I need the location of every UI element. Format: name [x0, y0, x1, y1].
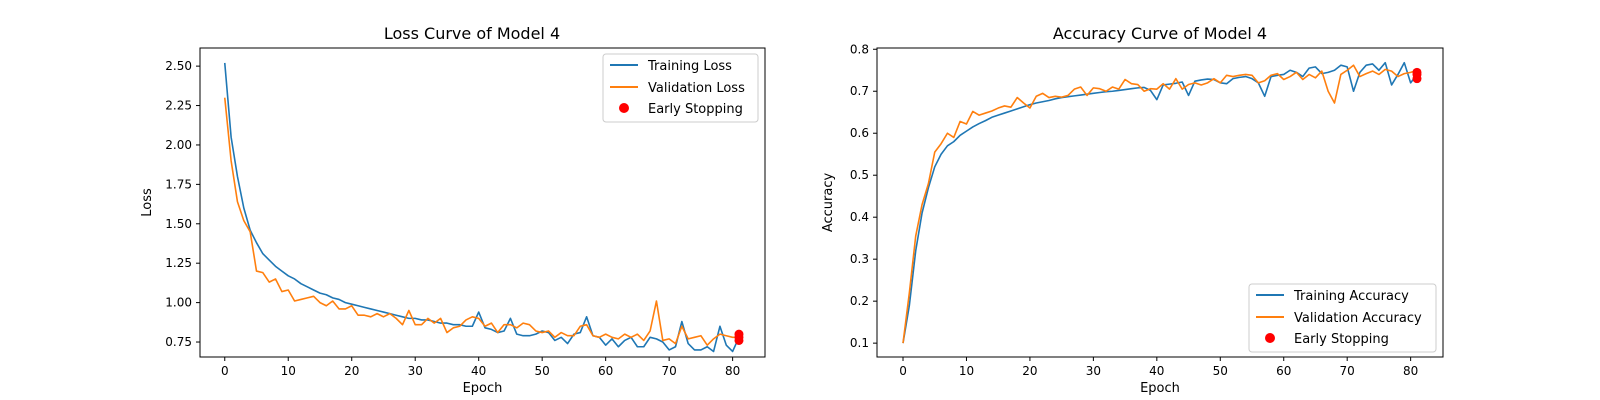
accuracy-x-tick-label: 50 — [1213, 364, 1228, 378]
loss-y-tick-label: 2.00 — [165, 138, 192, 152]
loss-series-validation-loss — [223, 97, 739, 346]
loss-x-tick-label: 0 — [221, 364, 229, 378]
loss-y-tick-label: 0.75 — [165, 335, 192, 349]
accuracy-y-tick-label: 0.3 — [850, 252, 869, 266]
accuracy-y-tick-label: 0.6 — [850, 126, 869, 140]
loss-y-tick-label: 2.25 — [165, 99, 192, 113]
legend-marker-early-stopping-loss — [619, 103, 629, 113]
accuracy-early-stopping-point — [1412, 74, 1422, 84]
accuracy-legend-box — [1248, 283, 1437, 353]
loss-x-axis-label: Epoch — [463, 381, 503, 396]
accuracy-x-tick-label: 80 — [1403, 364, 1418, 378]
loss-x-tick-label: 80 — [725, 364, 740, 378]
accuracy-series-validation-accuracy — [902, 64, 1418, 344]
loss-axes-frame — [199, 47, 766, 358]
accuracy-x-tick-label: 60 — [1276, 364, 1291, 378]
loss-x-tick-label: 30 — [408, 364, 423, 378]
accuracy-legend: Training Accuracy Validation Accuracy Ea… — [1248, 283, 1437, 353]
accuracy-x-tick-label: 40 — [1149, 364, 1164, 378]
accuracy-y-axis-label: Accuracy — [821, 173, 836, 233]
legend-label-validation-accuracy: Validation Accuracy — [1294, 311, 1422, 326]
loss-y-tick-label: 1.75 — [165, 177, 192, 191]
legend-marker-early-stopping-accuracy — [1265, 333, 1275, 343]
loss-legend-box — [602, 53, 759, 123]
accuracy-y-tick-label: 0.4 — [850, 210, 869, 224]
accuracy-y-tick-label: 0.1 — [850, 336, 869, 350]
accuracy-y-tick-label: 0.5 — [850, 168, 869, 182]
loss-x-tick-label: 10 — [281, 364, 296, 378]
accuracy-x-tick-label: 10 — [959, 364, 974, 378]
accuracy-x-axis-label: Epoch — [1140, 381, 1180, 396]
accuracy-y-tick-label: 0.7 — [850, 84, 869, 98]
accuracy-y-tick-label: 0.8 — [850, 42, 869, 56]
legend-label-early-stopping-accuracy: Early Stopping — [1294, 332, 1389, 347]
accuracy-x-tick-label: 20 — [1022, 364, 1037, 378]
accuracy-axes-frame — [876, 47, 1444, 358]
loss-y-tick-label: 1.50 — [165, 217, 192, 231]
loss-x-tick-label: 20 — [344, 364, 359, 378]
legend-label-training-loss: Training Loss — [647, 59, 732, 74]
legend-label-validation-loss: Validation Loss — [648, 81, 745, 96]
accuracy-plot-area — [876, 47, 1444, 358]
loss-x-tick-label: 40 — [471, 364, 486, 378]
loss-y-tick-label: 2.50 — [165, 59, 192, 73]
loss-y-tick-label: 1.25 — [165, 256, 192, 270]
loss-y-axis-label: Loss — [140, 188, 155, 217]
accuracy-x-tick-label: 30 — [1086, 364, 1101, 378]
loss-legend: Training Loss Validation Loss Early Stop… — [602, 53, 759, 123]
loss-x-tick-label: 60 — [598, 364, 613, 378]
accuracy-x-tick-label: 70 — [1340, 364, 1355, 378]
accuracy-series-training-accuracy — [902, 61, 1418, 344]
loss-series-training-loss — [223, 62, 740, 353]
accuracy-chart-title: Accuracy Curve of Model 4 — [1053, 24, 1267, 43]
legend-label-early-stopping-loss: Early Stopping — [648, 102, 743, 117]
loss-chart: Loss Curve of Model 4 0 10 20 30 40 50 60 70 80 … — [140, 24, 766, 396]
loss-chart-title: Loss Curve of Model 4 — [384, 24, 560, 43]
accuracy-chart: Accuracy Curve of Model 4 0 10 20 30 40 50 60 7… — [821, 24, 1444, 396]
legend-label-training-accuracy: Training Accuracy — [1293, 289, 1409, 304]
loss-plot-area — [199, 47, 766, 358]
loss-x-tick-label: 50 — [535, 364, 550, 378]
loss-y-tick-label: 1.00 — [165, 296, 192, 310]
loss-x-tick-label: 70 — [661, 364, 676, 378]
accuracy-y-tick-label: 0.2 — [850, 294, 869, 308]
loss-early-stopping-point — [734, 335, 744, 345]
accuracy-x-tick-label: 0 — [899, 364, 907, 378]
